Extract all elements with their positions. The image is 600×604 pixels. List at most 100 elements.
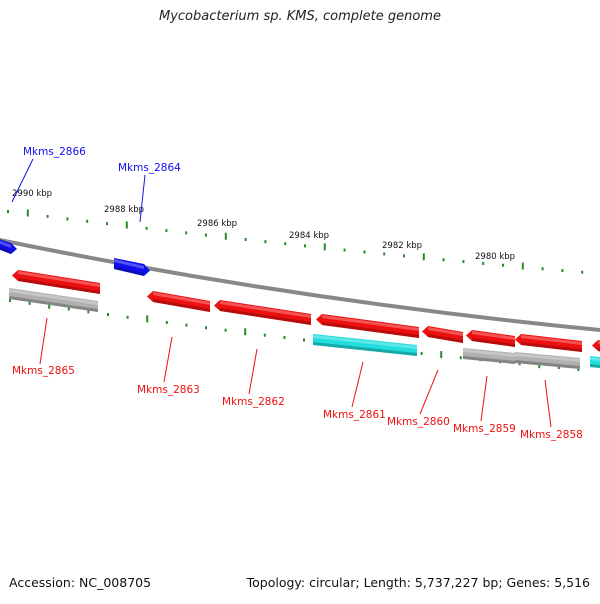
major-tick <box>323 243 326 251</box>
minor-tick <box>363 250 366 254</box>
leader-line <box>419 369 439 415</box>
minor-tick <box>205 233 207 237</box>
tick-label: 2986 kbp <box>197 219 237 229</box>
minor-tick <box>541 267 544 271</box>
gene-mkms-2861[interactable] <box>316 314 419 338</box>
leader-line <box>480 375 488 422</box>
gene-mkms-2862[interactable] <box>214 300 311 325</box>
major-tick <box>48 301 51 309</box>
genome-summary-text: Topology: circular; Length: 5,737,227 bp… <box>246 575 590 590</box>
major-tick <box>146 315 149 323</box>
map-title: Mycobacterium sp. KMS, complete genome <box>159 9 441 24</box>
rna-partial-right[interactable] <box>590 356 600 369</box>
minor-tick <box>106 222 108 226</box>
tick-label: 2980 kbp <box>475 252 515 262</box>
tick-label: 2988 kbp <box>104 205 144 215</box>
minor-tick <box>403 254 405 258</box>
gene-labels: Mkms_2866 Mkms_2864 Mkms_2865 Mkms_2863 Mkms… <box>12 146 583 441</box>
tick-label: 2984 kbp <box>289 231 329 241</box>
minor-tick <box>86 219 89 223</box>
tick-label: 2990 kbp <box>12 189 52 199</box>
minor-tick <box>304 244 306 248</box>
minor-tick <box>420 351 423 355</box>
gene-label-mkms-2860[interactable]: Mkms_2860 <box>387 416 450 428</box>
accession-text: Accession: NC_008705 <box>9 575 152 590</box>
minor-tick <box>107 313 109 317</box>
minor-tick <box>205 326 207 330</box>
minor-tick <box>264 240 267 244</box>
minor-tick <box>303 338 305 342</box>
minor-tick <box>459 356 462 360</box>
minor-tick <box>518 362 521 366</box>
major-tick <box>224 232 227 240</box>
minor-tick <box>283 336 286 340</box>
rna-mkms-2861[interactable] <box>313 334 417 356</box>
outer-tick-marks <box>7 209 584 274</box>
gene-label-mkms-2861[interactable]: Mkms_2861 <box>323 409 386 421</box>
minor-tick <box>165 321 168 325</box>
major-tick <box>125 221 128 229</box>
minor-tick <box>244 237 247 241</box>
gene-label-mkms-2863[interactable]: Mkms_2863 <box>137 384 200 396</box>
gene-label-mkms-2859[interactable]: Mkms_2859 <box>453 423 516 435</box>
minor-tick <box>263 333 266 337</box>
minor-tick <box>557 366 560 370</box>
minor-tick <box>442 258 445 262</box>
leader-line <box>139 174 146 223</box>
gene-label-mkms-2866[interactable]: Mkms_2866 <box>23 146 86 158</box>
major-tick <box>26 209 29 217</box>
minor-tick <box>126 315 129 319</box>
minor-tick <box>87 310 90 314</box>
gene-mkms-2865[interactable] <box>12 270 100 294</box>
gene-mkms-2859-alt[interactable] <box>463 348 515 364</box>
minor-tick <box>224 328 227 332</box>
minor-tick <box>165 229 168 233</box>
minor-tick <box>9 299 11 302</box>
leader-line <box>248 348 258 395</box>
minor-tick <box>185 323 188 327</box>
minor-tick <box>7 210 9 213</box>
genome-backbone <box>0 238 600 332</box>
gene-partial-right[interactable] <box>592 340 600 353</box>
major-tick <box>244 328 247 336</box>
gene-label-mkms-2862[interactable]: Mkms_2862 <box>222 396 285 408</box>
minor-tick <box>577 367 580 371</box>
leader-line <box>544 379 552 428</box>
minor-tick <box>482 261 485 265</box>
minor-tick <box>502 263 504 267</box>
leader-line <box>351 361 364 408</box>
gene-label-mkms-2865[interactable]: Mkms_2865 <box>12 365 75 377</box>
major-tick <box>521 262 524 270</box>
minor-tick <box>46 214 49 218</box>
minor-tick <box>462 260 465 264</box>
gene-features <box>0 236 600 369</box>
minor-tick <box>28 301 31 305</box>
gene-label-mkms-2864[interactable]: Mkms_2864 <box>118 162 181 174</box>
minor-tick <box>66 217 69 221</box>
minor-tick <box>284 242 287 246</box>
minor-tick <box>185 231 188 235</box>
leader-line <box>11 158 34 203</box>
gene-mkms-2858[interactable] <box>515 334 582 352</box>
label-leader-lines <box>11 158 552 428</box>
leader-line <box>163 336 173 383</box>
gene-mkms-2865-alt[interactable] <box>9 288 98 312</box>
minor-tick <box>67 307 70 311</box>
gene-mkms-2860[interactable] <box>422 326 463 343</box>
gene-mkms-2858-alt[interactable] <box>515 352 580 369</box>
major-tick <box>422 253 425 261</box>
minor-tick <box>383 252 386 256</box>
gene-mkms-2864[interactable] <box>114 258 150 276</box>
gene-mkms-2863[interactable] <box>147 291 210 312</box>
gene-mkms-2866[interactable] <box>0 236 17 254</box>
gene-label-mkms-2858[interactable]: Mkms_2858 <box>520 429 583 441</box>
gene-mkms-2859[interactable] <box>466 330 515 347</box>
tick-label: 2982 kbp <box>382 241 422 251</box>
minor-tick <box>561 269 564 273</box>
tick-labels: 2990 kbp 2988 kbp 2986 kbp 2984 kbp 2982 kbp… <box>12 189 515 262</box>
minor-tick <box>581 270 584 274</box>
minor-tick <box>145 226 148 230</box>
major-tick <box>440 351 443 359</box>
